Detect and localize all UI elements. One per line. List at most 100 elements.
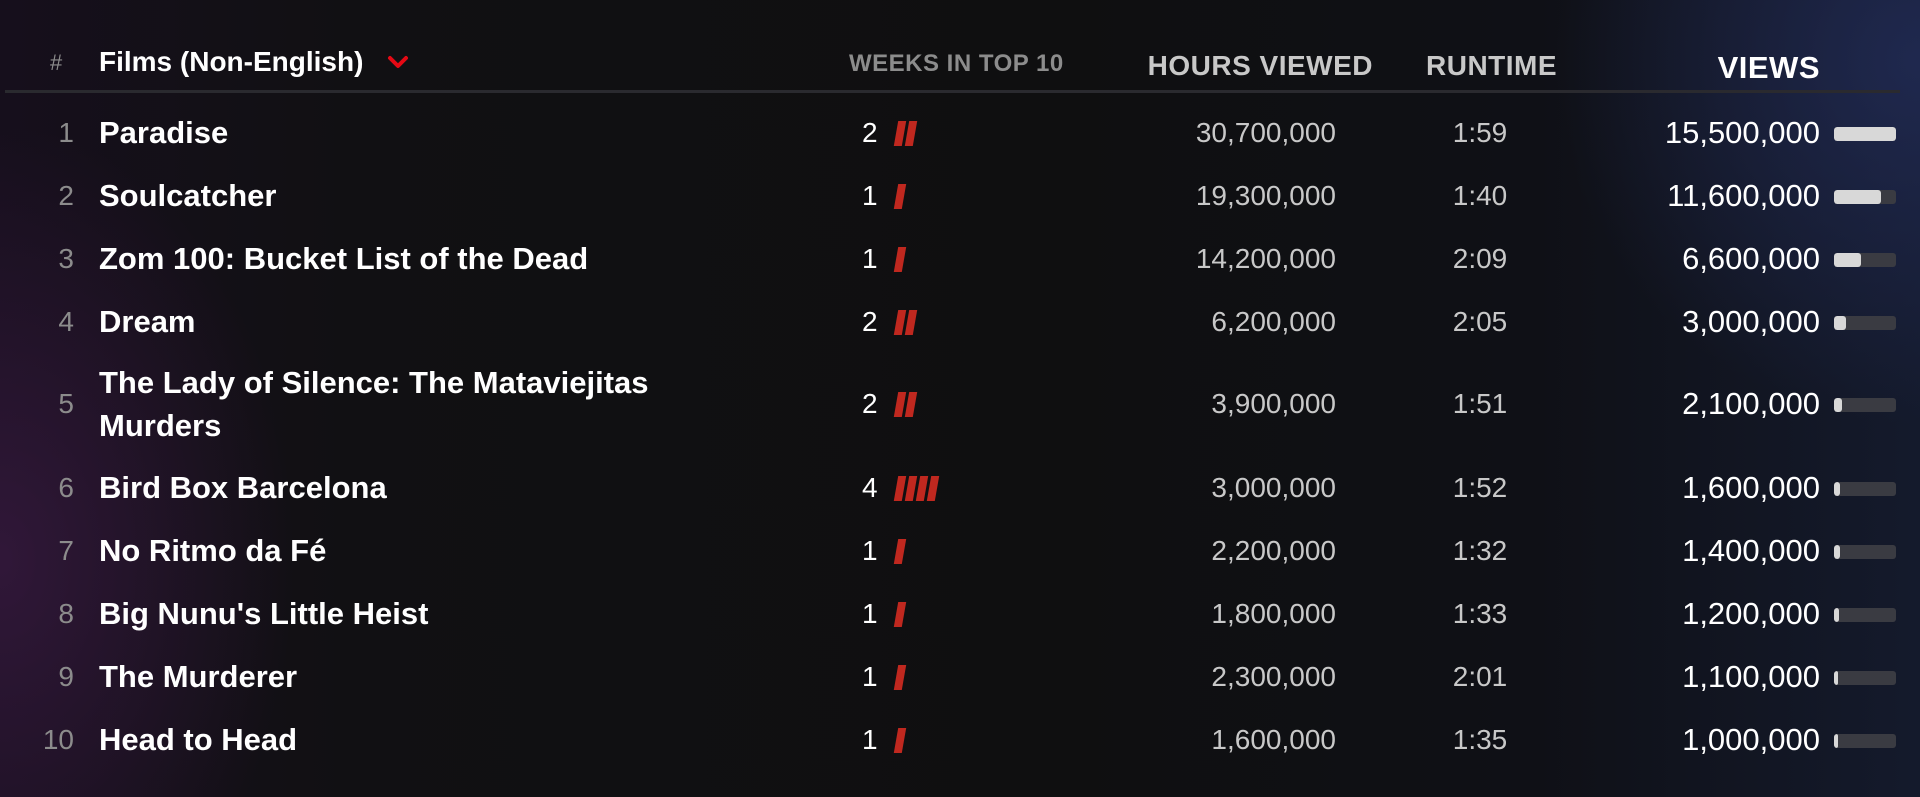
views-bar xyxy=(1834,190,1896,204)
weeks-bars xyxy=(893,121,918,146)
runtime-value: 2:01 xyxy=(1452,661,1508,692)
runtime-value: 1:51 xyxy=(1452,388,1508,419)
film-title[interactable]: Soulcatcher xyxy=(99,178,277,213)
runtime-value: 1:40 xyxy=(1452,180,1508,211)
views-value: 1,200,000 xyxy=(1682,596,1820,631)
film-title[interactable]: Dream xyxy=(99,304,196,339)
hours-viewed: 2,300,000 xyxy=(1211,661,1336,692)
hours-viewed: 3,000,000 xyxy=(1211,472,1336,503)
rank-number: 4 xyxy=(58,306,74,337)
views-bar xyxy=(1834,482,1896,496)
runtime-value: 1:52 xyxy=(1452,472,1508,503)
film-title[interactable]: The Lady of Silence: The Mataviejitas Mu… xyxy=(99,365,649,443)
weeks-count: 1 xyxy=(862,724,878,755)
hours-viewed: 1,800,000 xyxy=(1211,598,1336,629)
hours-viewed: 2,200,000 xyxy=(1211,535,1336,566)
hours-column-header: HOURS VIEWED xyxy=(1147,50,1373,81)
rank-column-header: # xyxy=(50,50,63,75)
weeks-bars xyxy=(893,184,907,209)
film-title[interactable]: Big Nunu's Little Heist xyxy=(99,596,429,631)
views-value: 1,600,000 xyxy=(1682,470,1820,505)
views-bar-fill xyxy=(1834,253,1861,267)
runtime-value: 1:33 xyxy=(1452,598,1508,629)
views-value: 11,600,000 xyxy=(1667,178,1820,213)
hours-viewed: 1,600,000 xyxy=(1211,724,1336,755)
category-dropdown[interactable]: Films (Non-English) xyxy=(99,46,409,78)
rank-number: 9 xyxy=(58,661,74,692)
week-bar xyxy=(926,476,940,501)
week-bar xyxy=(904,392,918,417)
views-bar xyxy=(1834,608,1896,622)
week-bar xyxy=(904,310,918,335)
week-bar xyxy=(893,539,907,564)
views-column-header: VIEWS xyxy=(1717,50,1820,85)
table-header: # Films (Non-English) WEEKS IN TOP 10 HO… xyxy=(0,38,1900,88)
rank-number: 6 xyxy=(58,472,74,503)
views-bar xyxy=(1834,316,1896,330)
week-bar xyxy=(893,247,907,272)
weeks-count: 1 xyxy=(862,180,878,211)
weeks-count: 4 xyxy=(862,472,878,503)
runtime-value: 1:35 xyxy=(1452,724,1508,755)
weeks-count: 1 xyxy=(862,598,878,629)
weeks-count: 2 xyxy=(862,388,878,419)
film-title[interactable]: Paradise xyxy=(99,115,229,150)
week-bar xyxy=(904,121,918,146)
runtime-value: 1:59 xyxy=(1452,117,1508,148)
weeks-bars xyxy=(893,602,907,627)
weeks-bars xyxy=(893,539,907,564)
views-value: 1,400,000 xyxy=(1682,533,1820,568)
rank-number: 5 xyxy=(58,388,74,419)
views-bar xyxy=(1834,253,1896,267)
hours-viewed: 19,300,000 xyxy=(1195,180,1336,211)
views-value: 2,100,000 xyxy=(1682,386,1820,421)
weeks-bars xyxy=(893,728,907,753)
weeks-count: 2 xyxy=(862,117,878,148)
rank-number: 1 xyxy=(58,117,74,148)
weeks-bars xyxy=(893,665,907,690)
rank-number: 3 xyxy=(58,243,74,274)
hours-viewed: 3,900,000 xyxy=(1211,388,1336,419)
views-value: 15,500,000 xyxy=(1664,115,1820,150)
runtime-column-header: RUNTIME xyxy=(1426,50,1558,81)
views-value: 1,000,000 xyxy=(1682,722,1820,757)
runtime-value: 2:09 xyxy=(1452,243,1508,274)
film-title[interactable]: Zom 100: Bucket List of the Dead xyxy=(99,241,589,276)
views-bar-fill xyxy=(1834,734,1839,748)
week-bar xyxy=(893,184,907,209)
chevron-down-icon xyxy=(388,56,409,68)
hours-viewed: 6,200,000 xyxy=(1211,306,1336,337)
rank-number: 7 xyxy=(58,535,74,566)
views-bar-fill xyxy=(1834,127,1896,141)
views-value: 6,600,000 xyxy=(1682,241,1820,276)
views-bar xyxy=(1834,734,1896,748)
views-bar xyxy=(1834,398,1896,412)
views-bar-fill xyxy=(1834,671,1839,685)
hours-viewed: 30,700,000 xyxy=(1195,117,1336,148)
weeks-column-header: WEEKS IN TOP 10 xyxy=(849,50,1064,77)
views-bar-fill xyxy=(1834,482,1841,496)
views-bar-fill xyxy=(1834,398,1843,412)
views-bar xyxy=(1834,545,1896,559)
film-title[interactable]: The Murderer xyxy=(99,659,298,694)
weeks-count: 2 xyxy=(862,306,878,337)
views-bar-fill xyxy=(1834,316,1846,330)
runtime-value: 2:05 xyxy=(1452,306,1508,337)
weeks-bars xyxy=(893,310,918,335)
week-bar xyxy=(893,728,907,753)
weeks-bars xyxy=(893,476,940,501)
rank-number: 2 xyxy=(58,180,74,211)
weeks-count: 1 xyxy=(862,535,878,566)
weeks-count: 1 xyxy=(862,661,878,692)
film-title[interactable]: Head to Head xyxy=(99,722,298,757)
film-title[interactable]: No Ritmo da Fé xyxy=(99,533,327,568)
film-title[interactable]: Bird Box Barcelona xyxy=(99,470,387,505)
header-divider xyxy=(5,90,1900,93)
weeks-bars xyxy=(893,392,918,417)
views-bar-fill xyxy=(1834,545,1840,559)
rank-number: 8 xyxy=(58,598,74,629)
views-bar xyxy=(1834,127,1896,141)
weeks-count: 1 xyxy=(862,243,878,274)
hours-viewed: 14,200,000 xyxy=(1195,243,1336,274)
